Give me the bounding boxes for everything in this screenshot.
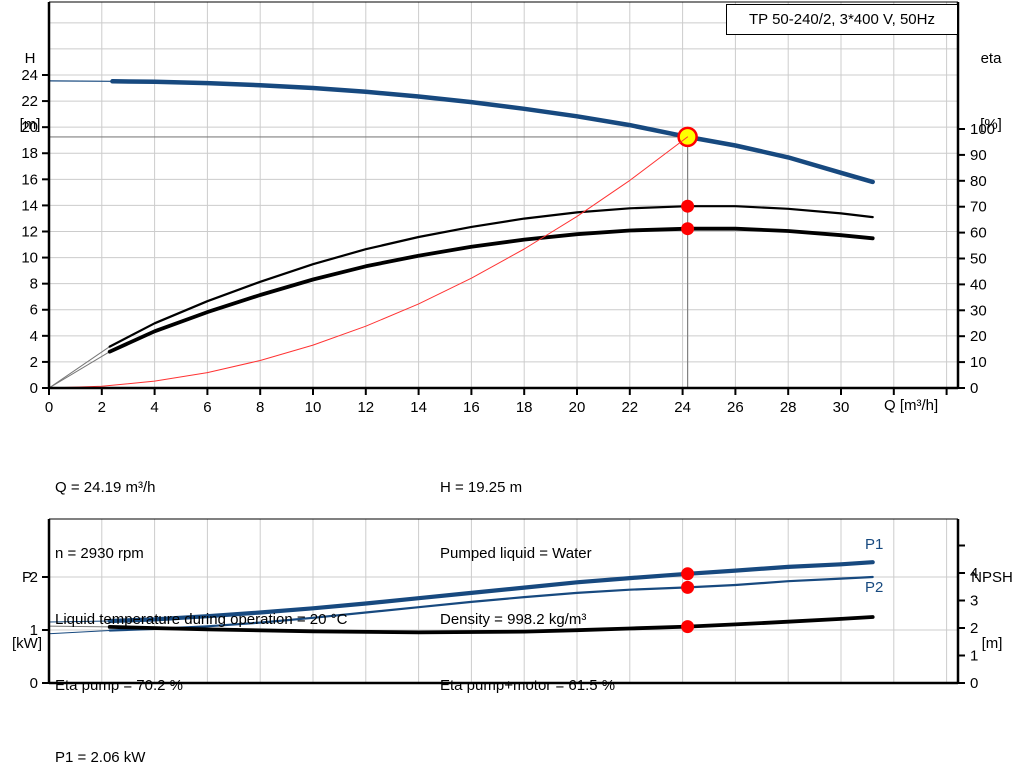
p2-curve xyxy=(108,575,874,632)
right-tick-label: 0 xyxy=(970,380,978,397)
left-tick-label: 4 xyxy=(30,328,38,345)
left-tick-label: 10 xyxy=(21,250,38,267)
bottom-tick-label: 24 xyxy=(674,399,691,416)
right-tick-label: 30 xyxy=(970,302,987,319)
left-tick-label: 6 xyxy=(30,302,38,319)
h-axis-title-line2: [m] xyxy=(19,116,41,133)
right-tick-label: 2 xyxy=(970,620,978,637)
right-tick-label: 40 xyxy=(970,276,987,293)
right-tick-label: 4 xyxy=(970,565,978,582)
bottom-tick-label: 0 xyxy=(45,399,53,416)
left-tick-label: 8 xyxy=(30,276,38,293)
left-tick-label: 16 xyxy=(21,171,38,188)
p1-lead xyxy=(48,620,111,623)
p-axis-title: P [kW] xyxy=(4,523,50,699)
annotation-liquid-temp: Liquid temperature during operation = 20… xyxy=(55,611,348,628)
right-tick-label: 50 xyxy=(970,251,987,268)
left-tick-label: 2 xyxy=(30,569,38,586)
bottom-tick-label: 12 xyxy=(357,399,374,416)
right-tick-label: 100 xyxy=(970,121,995,138)
p2-marker xyxy=(681,580,695,594)
annotation-n: n = 2930 rpm xyxy=(55,545,144,562)
left-tick-label: 24 xyxy=(21,67,38,84)
h-axis-title-line1: H xyxy=(24,50,36,67)
eta-pump-motor-curve xyxy=(107,226,875,354)
annotation-pumped-liquid: Pumped liquid = Water xyxy=(440,545,592,562)
top-chart-group: 0246810121416182022240102030405060708090… xyxy=(21,1,995,416)
right-tick-label: 1 xyxy=(970,648,978,665)
right-tick-label: 80 xyxy=(970,173,987,190)
eta-pump-marker xyxy=(681,199,695,213)
bottom-tick-label: 4 xyxy=(150,399,158,416)
bottom-tick-label: 2 xyxy=(98,399,106,416)
power-annotations: P1 = 2.06 kW P2 = 1.803 kW NPSH = 2.05 m xyxy=(55,703,160,781)
right-tick-label: 10 xyxy=(970,354,987,371)
npsh-marker xyxy=(681,620,695,634)
eta-axis-title: eta [%] xyxy=(968,4,1014,180)
pump-title-box: TP 50-240/2, 3*400 V, 50Hz xyxy=(726,4,958,35)
bottom-tick-label: 18 xyxy=(516,399,533,416)
npsh-axis-title-line1: NPSH xyxy=(971,569,1013,586)
eta-pump-motor-lead xyxy=(48,351,111,389)
bottom-tick-label: 30 xyxy=(833,399,850,416)
right-tick-label: 70 xyxy=(970,199,987,216)
p2-lead xyxy=(48,630,111,635)
eta-pump-lead xyxy=(48,346,111,389)
duty-annotations-left: Q = 24.19 m³/h n = 2930 rpm Liquid tempe… xyxy=(55,433,347,741)
system-curve xyxy=(48,136,689,389)
left-tick-label: 18 xyxy=(21,145,38,162)
npsh-lead xyxy=(48,625,111,628)
annotation-eta-pump-motor: Eta pump+motor = 61.5 % xyxy=(440,677,616,694)
p1-curve xyxy=(107,560,875,624)
bottom-tick-label: 14 xyxy=(410,399,427,416)
annotation-h: H = 19.25 m xyxy=(440,479,523,496)
annotation-p1: P1 = 2.06 kW xyxy=(55,749,146,766)
eta-axis-title-line2: [%] xyxy=(980,116,1002,133)
npsh-axis-title: NPSH [m] xyxy=(963,523,1021,699)
eta-pump-curve xyxy=(108,205,874,348)
annotation-density: Density = 998.2 kg/m³ xyxy=(440,611,587,628)
p2-curve-label: P2 xyxy=(865,579,884,596)
left-tick-label: 0 xyxy=(30,380,38,397)
eta-axis-title-line1: eta xyxy=(980,50,1002,67)
bottom-tick-label: 20 xyxy=(569,399,586,416)
bottom-tick-label: 26 xyxy=(727,399,744,416)
left-tick-label: 22 xyxy=(21,93,38,110)
left-tick-label: 1 xyxy=(30,622,38,639)
right-tick-label: 0 xyxy=(970,675,978,692)
p1-marker xyxy=(681,567,695,581)
bottom-tick-label: 16 xyxy=(463,399,480,416)
right-tick-label: 90 xyxy=(970,147,987,164)
left-tick-label: 20 xyxy=(21,119,38,136)
npsh-curve xyxy=(107,615,875,635)
q-axis-title: Q [m³/h] xyxy=(884,397,939,414)
left-tick-label: 2 xyxy=(30,354,38,371)
left-tick-label: 12 xyxy=(21,223,38,240)
p-axis-title-line2: [kW] xyxy=(12,635,42,652)
left-tick-label: 0 xyxy=(30,675,38,692)
bottom-tick-label: 6 xyxy=(203,399,211,416)
p1-curve-label: P1 xyxy=(865,536,884,553)
annotation-q: Q = 24.19 m³/h xyxy=(55,479,156,496)
duty-annotations-right: H = 19.25 m Pumped liquid = Water Densit… xyxy=(440,433,615,741)
bottom-tick-label: 28 xyxy=(780,399,797,416)
bottom-tick-label: 8 xyxy=(256,399,264,416)
bottom-chart-group: 0 1 2 0 1 2 3 4 xyxy=(30,518,978,692)
npsh-axis-title-line2: [m] xyxy=(981,635,1003,652)
left-tick-label: 14 xyxy=(21,197,38,214)
right-tick-label: 3 xyxy=(970,593,978,610)
annotation-eta-pump: Eta pump = 70.2 % xyxy=(55,677,183,694)
h-axis-title: H [m] xyxy=(10,4,50,180)
bottom-tick-label: 22 xyxy=(621,399,638,416)
eta-pump-motor-marker xyxy=(681,222,695,236)
right-tick-label: 60 xyxy=(970,225,987,242)
bottom-tick-label: 10 xyxy=(305,399,322,416)
hq-curve xyxy=(110,79,875,185)
p-axis-title-line1: P xyxy=(21,569,32,586)
right-tick-label: 20 xyxy=(970,328,987,345)
